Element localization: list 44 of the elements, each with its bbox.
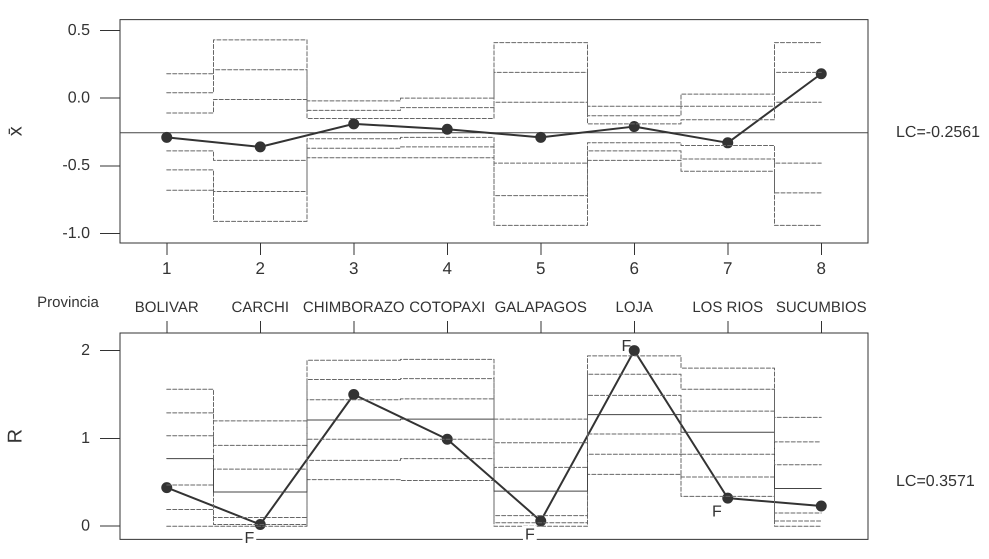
- point: [442, 124, 453, 135]
- y-axis-title: R: [4, 428, 27, 444]
- y-tick-label: 1: [81, 430, 90, 447]
- x-tick-label: CARCHI: [231, 299, 290, 316]
- point: [628, 121, 640, 132]
- x-tick-label: 6: [630, 258, 639, 278]
- point: [161, 482, 172, 494]
- point: [161, 132, 172, 143]
- point: [535, 132, 546, 143]
- x-tick-label: 4: [442, 258, 452, 278]
- point: [348, 388, 360, 400]
- point: [254, 141, 266, 152]
- x-tick-label: LOJA: [615, 299, 654, 316]
- y-tick-label: 0: [81, 518, 90, 535]
- text: LC=0.3571: [896, 473, 975, 490]
- x-tick-label: SUCUMBIOS: [776, 299, 867, 316]
- x-tick-label: CHIMBORAZO: [302, 299, 405, 316]
- y-tick-label: -0.5: [62, 157, 90, 174]
- x-tick-label: 3: [349, 258, 358, 278]
- x-axis-title: Provincia: [37, 294, 100, 312]
- point: [816, 68, 827, 80]
- annotation: F: [524, 526, 535, 544]
- x-tick-label: GALAPAGOS: [494, 299, 587, 316]
- ref-line-label: LC=-0.2561: [896, 124, 980, 142]
- annotation: F: [621, 338, 632, 355]
- x-tick-label: 2: [256, 258, 265, 278]
- annotation: F: [712, 504, 722, 521]
- x-tick-label: 1: [162, 258, 172, 278]
- x-tick-label: COTOPAXI: [409, 299, 486, 316]
- y-tick-label: 0.0: [68, 90, 90, 107]
- y-tick-label: 0.5: [68, 22, 90, 39]
- point: [816, 500, 827, 512]
- x-tick-label: 5: [536, 258, 546, 278]
- y-axis-title: x̄: [4, 126, 27, 136]
- annotation: F: [244, 530, 254, 547]
- point: [348, 118, 360, 130]
- x-tick-label: 7: [723, 258, 732, 278]
- x-tick-label: LOS RIOS: [692, 299, 764, 316]
- y-tick-label: 2: [81, 342, 90, 359]
- point: [722, 492, 734, 504]
- y-tick-label: -1.0: [62, 224, 90, 242]
- x-tick-label: 8: [816, 258, 826, 278]
- x-tick-label: BOLIVAR: [134, 299, 199, 316]
- point: [442, 434, 453, 445]
